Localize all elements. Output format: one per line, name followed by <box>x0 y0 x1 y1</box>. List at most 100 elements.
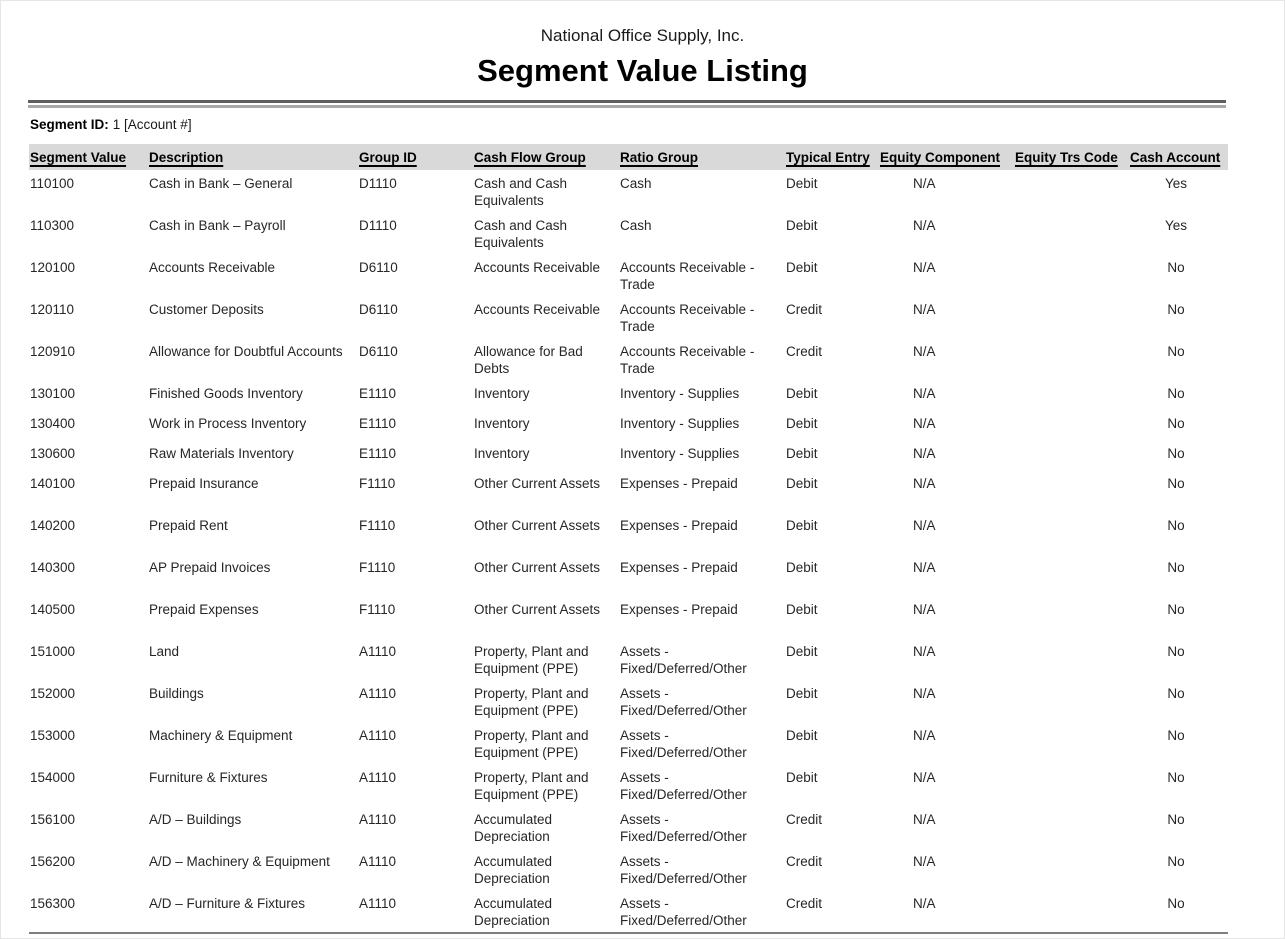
cell-description: Prepaid Expenses <box>149 602 259 617</box>
cell-equity-trs-code <box>1014 440 1129 470</box>
cell-typical-entry: Debit <box>786 602 818 617</box>
company-name: National Office Supply, Inc. <box>540 26 745 45</box>
table-header-row: Segment Value Description Group ID Cash Flo… <box>29 144 1228 170</box>
cell-cash-flow-group: Allowance for Bad Debts <box>474 344 583 376</box>
cell-description: Furniture & Fixtures <box>149 770 268 785</box>
cell-cash-flow-group: Accumulated Depreciation <box>474 896 553 928</box>
report-header: National Office Supply, Inc. Segment Val… <box>1 1 1284 90</box>
cell-cash-flow-group: Other Current Assets <box>474 518 601 533</box>
cell-typical-entry: Debit <box>786 728 818 743</box>
cell-cash-account: No <box>1167 728 1185 743</box>
cell-ratio-group: Expenses - Prepaid <box>620 476 738 491</box>
cell-equity-component: N/A <box>913 728 936 743</box>
cell-equity-component: N/A <box>913 602 936 617</box>
cell-equity-component: N/A <box>913 446 936 461</box>
cell-ratio-group: Assets - Fixed/Deferred/Other <box>620 854 747 886</box>
cell-cash-flow-group: Cash and Cash Equivalents <box>474 218 568 250</box>
cell-group-id: A1110 <box>359 896 397 911</box>
table-row: 140100 Prepaid Insurance F1110 Other Curren… <box>29 470 1228 512</box>
cell-equity-trs-code <box>1014 338 1129 380</box>
cell-cash-account: Yes <box>1164 218 1188 233</box>
cell-equity-trs-code <box>1014 470 1129 512</box>
cell-group-id: E1110 <box>359 386 397 401</box>
cell-equity-trs-code <box>1014 170 1129 212</box>
cell-ratio-group: Cash <box>620 176 652 191</box>
cell-typical-entry: Debit <box>786 476 818 491</box>
cell-group-id: A1110 <box>359 686 397 701</box>
table-row: 154000 Furniture & Fixtures A1110 Property,… <box>29 764 1228 806</box>
cell-group-id: E1110 <box>359 446 397 461</box>
column-header-cash-account: Cash Account <box>1129 144 1228 170</box>
cell-cash-flow-group: Accumulated Depreciation <box>474 854 553 886</box>
cell-equity-trs-code <box>1014 722 1129 764</box>
cell-description: Buildings <box>149 686 204 701</box>
cell-cash-flow-group: Inventory <box>474 446 530 461</box>
cell-equity-component: N/A <box>913 260 936 275</box>
cell-segment-value: 154000 <box>30 770 76 785</box>
cell-equity-component: N/A <box>913 854 936 869</box>
cell-description: A/D – Furniture & Fixtures <box>149 896 306 911</box>
cell-ratio-group: Assets - Fixed/Deferred/Other <box>620 686 747 718</box>
segment-id-value: 1 [Account #] <box>112 117 192 132</box>
cell-segment-value: 120110 <box>30 302 75 317</box>
cell-cash-flow-group: Accounts Receivable <box>474 260 601 275</box>
cell-group-id: D6110 <box>359 344 398 359</box>
cell-typical-entry: Debit <box>786 446 818 461</box>
column-header-ratio-group: Ratio Group <box>619 144 785 170</box>
cell-description: Customer Deposits <box>149 302 264 317</box>
cell-group-id: D6110 <box>359 260 398 275</box>
cell-segment-value: 140100 <box>30 476 76 491</box>
cell-segment-value: 151000 <box>30 644 76 659</box>
cell-cash-account: No <box>1167 644 1185 659</box>
cell-description: Cash in Bank – Payroll <box>149 218 286 233</box>
cell-group-id: A1110 <box>359 644 397 659</box>
cell-group-id: F1110 <box>359 518 396 533</box>
table-row: 130400 Work in Process Inventory E1110 Inve… <box>29 410 1228 440</box>
cell-cash-account: No <box>1167 344 1185 359</box>
cell-ratio-group: Inventory - Supplies <box>620 446 740 461</box>
cell-segment-value: 156200 <box>30 854 76 869</box>
cell-cash-flow-group: Property, Plant and Equipment (PPE) <box>474 644 589 676</box>
cell-equity-trs-code <box>1014 848 1129 890</box>
cell-cash-account: No <box>1167 446 1185 461</box>
table-row: 120910 Allowance for Doubtful Accounts D61… <box>29 338 1228 380</box>
cell-equity-trs-code <box>1014 554 1129 596</box>
table-row: 153000 Machinery & Equipment A1110 Property… <box>29 722 1228 764</box>
cell-cash-flow-group: Other Current Assets <box>474 476 601 491</box>
column-header-group-id: Group ID <box>358 144 473 170</box>
cell-segment-value: 110300 <box>30 218 75 233</box>
cell-equity-trs-code <box>1014 680 1129 722</box>
cell-cash-account: No <box>1167 302 1185 317</box>
cell-equity-trs-code <box>1014 380 1129 410</box>
cell-description: Prepaid Rent <box>149 518 228 533</box>
cell-ratio-group: Expenses - Prepaid <box>620 518 738 533</box>
cell-equity-component: N/A <box>913 386 936 401</box>
cell-ratio-group: Assets - Fixed/Deferred/Other <box>620 812 747 844</box>
cell-description: Land <box>149 644 180 659</box>
cell-equity-trs-code <box>1014 596 1129 638</box>
cell-typical-entry: Debit <box>786 416 818 431</box>
cell-equity-component: N/A <box>913 518 936 533</box>
cell-typical-entry: Debit <box>786 644 818 659</box>
cell-cash-flow-group: Other Current Assets <box>474 602 601 617</box>
cell-description: Prepaid Insurance <box>149 476 259 491</box>
table-row: 140500 Prepaid Expenses F1110 Other Current… <box>29 596 1228 638</box>
cell-cash-flow-group: Property, Plant and Equipment (PPE) <box>474 686 589 718</box>
cell-cash-flow-group: Cash and Cash Equivalents <box>474 176 568 208</box>
cell-segment-value: 130400 <box>30 416 76 431</box>
table-row: 110100 Cash in Bank – General D1110 Cash an… <box>29 170 1228 212</box>
cell-ratio-group: Expenses - Prepaid <box>620 560 738 575</box>
segment-id-label: Segment ID: <box>30 117 109 132</box>
cell-equity-component: N/A <box>913 476 936 491</box>
column-header-description: Description <box>148 144 358 170</box>
cell-cash-flow-group: Property, Plant and Equipment (PPE) <box>474 770 589 802</box>
cell-equity-component: N/A <box>913 416 936 431</box>
cell-description: Finished Goods Inventory <box>149 386 303 401</box>
cell-typical-entry: Credit <box>786 302 823 317</box>
segment-value-table: Segment Value Description Group ID Cash Flo… <box>29 144 1228 932</box>
cell-ratio-group: Assets - Fixed/Deferred/Other <box>620 770 747 802</box>
table-row: 140200 Prepaid Rent F1110 Other Current Ass… <box>29 512 1228 554</box>
cell-ratio-group: Assets - Fixed/Deferred/Other <box>620 728 747 760</box>
cell-segment-value: 156100 <box>30 812 76 827</box>
cell-description: AP Prepaid Invoices <box>149 560 271 575</box>
